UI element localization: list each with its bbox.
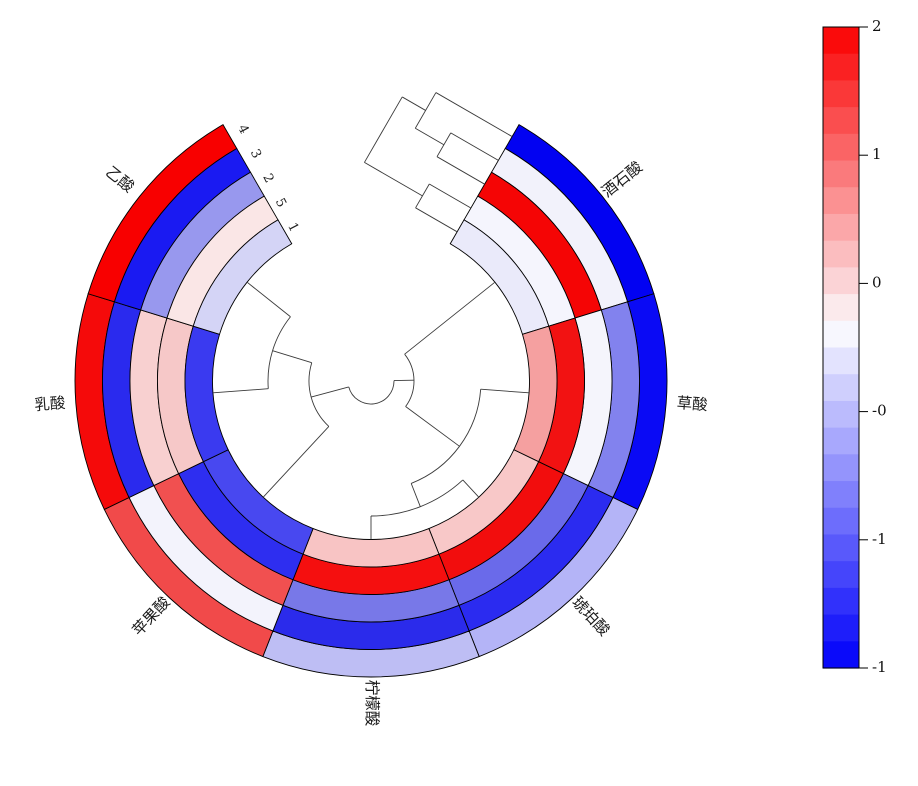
colorbar-step xyxy=(823,347,859,375)
sector-label: 乙酸 xyxy=(102,163,138,197)
column-cladogram xyxy=(212,281,530,540)
colorbar-step xyxy=(823,427,859,455)
colorbar-step xyxy=(823,294,859,322)
ring-label: 5 xyxy=(272,196,289,210)
ring-label: 1 xyxy=(284,220,301,234)
colorbar-step xyxy=(823,454,859,482)
colorbar-step xyxy=(823,374,859,402)
colorbar-step xyxy=(823,481,859,509)
colorbar: 2 1 0 -0 -1 -1 xyxy=(822,17,887,676)
colorbar-tick-label: -1 xyxy=(872,530,887,548)
colorbar-step xyxy=(823,561,859,589)
colorbar-step xyxy=(823,80,859,108)
colorbar-step xyxy=(823,160,859,188)
colorbar-tick-label: 2 xyxy=(872,17,882,35)
ring-label: 2 xyxy=(259,171,276,185)
ring-label: 4 xyxy=(234,122,251,136)
colorbar-step xyxy=(823,641,859,669)
colorbar-step xyxy=(823,267,859,295)
colorbar-tick-label: -0 xyxy=(872,402,887,420)
colorbar-step xyxy=(823,400,859,429)
colorbar-step xyxy=(823,27,859,55)
heatmap-cell xyxy=(192,219,293,335)
sector-label: 乳酸 xyxy=(34,394,67,414)
sector-label: 柠檬酸 xyxy=(363,680,381,727)
colorbar-step xyxy=(823,213,859,242)
colorbar-step xyxy=(823,320,859,349)
colorbar-step xyxy=(823,53,859,82)
colorbar-tick-label: -1 xyxy=(872,658,887,676)
heatmap-cells xyxy=(74,124,668,678)
colorbar-step xyxy=(823,587,859,616)
row-dendrogram xyxy=(364,92,513,233)
colorbar-step xyxy=(823,187,859,215)
colorbar-tick-label: 0 xyxy=(872,273,882,291)
colorbar-border xyxy=(822,26,860,669)
colorbar-step xyxy=(823,534,859,562)
colorbar-step xyxy=(823,107,859,135)
sector-label: 草酸 xyxy=(676,394,709,414)
ring-label: 3 xyxy=(247,147,264,161)
colorbar-step xyxy=(823,614,859,642)
colorbar-tick-label: 1 xyxy=(872,145,882,163)
sector-label: 酒石酸 xyxy=(598,158,646,201)
sector-label: 琥珀酸 xyxy=(568,593,613,640)
colorbar-step xyxy=(823,240,859,268)
sector-label: 苹果酸 xyxy=(129,593,174,640)
colorbar-step xyxy=(823,133,859,162)
colorbar-step xyxy=(823,507,859,536)
